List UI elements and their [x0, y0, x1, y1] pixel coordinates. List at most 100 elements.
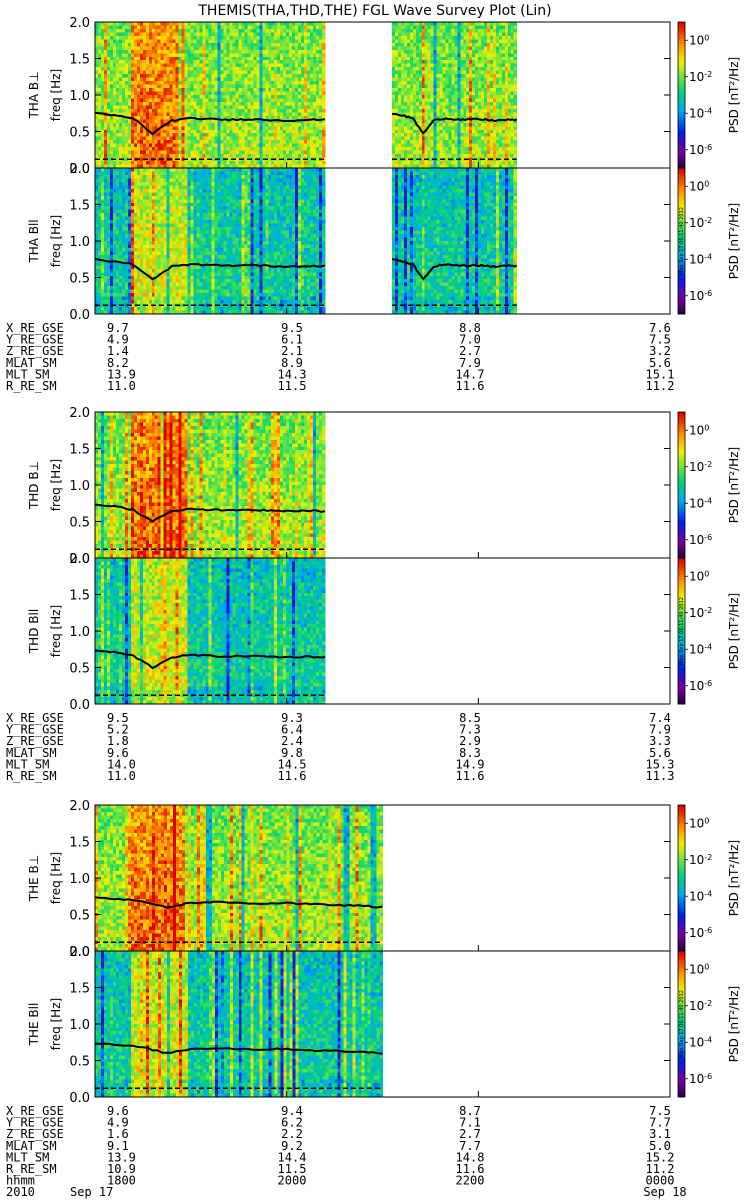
spectrogram-cell: [124, 154, 129, 158]
spectrogram-cell: [469, 129, 473, 134]
spectrogram-cell: [395, 88, 399, 92]
spectrogram-cell: [271, 91, 275, 96]
spectrogram-cell: [507, 74, 512, 79]
spectrogram-cell: [313, 32, 317, 37]
spectrogram-cell: [310, 63, 314, 68]
spectrogram-cell: [256, 63, 260, 68]
spectrogram-cell: [418, 32, 423, 37]
spectrogram-cell: [475, 35, 479, 40]
spectrogram-cell: [106, 84, 111, 89]
spectrogram-cell: [118, 39, 123, 44]
spectrogram-cell: [235, 164, 239, 169]
spectrogram-cell: [451, 42, 455, 47]
spectrogram-cell: [274, 126, 278, 131]
spectrogram-cell: [501, 98, 506, 103]
spectrogram-cell: [427, 140, 432, 145]
spectrogram-cell: [415, 136, 420, 141]
spectrogram-cell: [220, 46, 224, 51]
spectrogram-cell: [445, 112, 449, 117]
spectrogram-cell: [106, 28, 111, 33]
spectrogram-cell: [205, 147, 209, 152]
spectrogram-cell: [265, 119, 269, 124]
spectrogram-cell: [115, 95, 120, 99]
spectrogram-cell: [124, 25, 129, 30]
spectrogram-cell: [253, 56, 257, 61]
spectrogram-cell: [229, 147, 233, 152]
spectrogram-cell: [127, 46, 132, 51]
spectrogram-cell: [217, 84, 221, 89]
spectrogram-cell: [151, 126, 156, 131]
spectrogram-cell: [133, 53, 138, 58]
spectrogram-cell: [232, 84, 236, 89]
spectrogram-cell: [268, 133, 272, 138]
spectrogram-cell: [124, 112, 129, 117]
spectrogram-cell: [160, 28, 165, 33]
spectrogram-cell: [298, 147, 302, 152]
spectrogram-cell: [268, 147, 272, 152]
spectrogram-cell: [280, 136, 284, 141]
spectrogram-cell: [445, 67, 449, 72]
spectrogram-cell: [199, 126, 203, 131]
spectrogram-cell: [214, 108, 218, 113]
spectrogram-cell: [103, 28, 108, 33]
spectrogram-cell: [395, 147, 399, 152]
spectrogram-cell: [475, 67, 479, 72]
spectrogram-cell: [436, 108, 440, 113]
spectrogram-cell: [454, 119, 458, 124]
spectrogram-cell: [226, 22, 230, 26]
spectrogram-cell: [115, 147, 120, 152]
spectrogram-cell: [130, 39, 135, 44]
spectrogram-cell: [139, 28, 144, 33]
spectrogram-cell: [487, 147, 491, 152]
spectrogram-cell: [406, 129, 411, 134]
spectrogram-cell: [424, 164, 429, 169]
spectrogram-cell: [217, 91, 221, 96]
spectrogram-cell: [130, 46, 135, 51]
spectrogram-cell: [265, 70, 269, 75]
spectrogram-cell: [304, 112, 308, 117]
spectrogram-cell: [481, 154, 485, 158]
spectrogram-cell: [418, 49, 423, 54]
spectrogram-cell: [130, 101, 135, 106]
spectrogram-cell: [244, 25, 248, 30]
spectrogram-cell: [214, 74, 218, 79]
spectrogram-cell: [95, 122, 99, 127]
spectrogram-cell: [442, 122, 446, 127]
spectrogram-cell: [466, 46, 470, 51]
spectrogram-cell: [190, 133, 194, 138]
spectrogram-cell: [498, 91, 503, 96]
spectrogram-cell: [421, 74, 426, 79]
spectrogram-cell: [487, 46, 491, 51]
spectrogram-cell: [445, 77, 449, 82]
spectrogram-cell: [286, 112, 290, 117]
spectrogram-cell: [415, 150, 420, 155]
spectrogram-cell: [392, 98, 396, 103]
spectrogram-cell: [241, 147, 245, 152]
spectrogram-cell: [262, 126, 266, 131]
spectrogram-cell: [301, 39, 305, 44]
spectrogram-cell: [469, 122, 473, 127]
spectrogram-cell: [217, 28, 221, 33]
spectrogram-cell: [472, 81, 476, 85]
spectrogram-cell: [501, 108, 506, 113]
spectrogram-cell: [166, 60, 171, 65]
spectrogram-cell: [223, 39, 227, 44]
spectrogram-cell: [187, 63, 191, 68]
spectrogram-cell: [513, 115, 518, 120]
spectrogram-cell: [457, 39, 461, 44]
spectrogram-cell: [223, 22, 227, 26]
spectrogram-cell: [109, 56, 114, 61]
spectrogram-cell: [187, 67, 191, 72]
spectrogram-cell: [484, 88, 488, 92]
spectrogram-cell: [175, 56, 180, 61]
spectrogram-cell: [298, 53, 302, 58]
spectrogram-cell: [139, 77, 144, 82]
spectrogram-cell: [205, 108, 209, 113]
spectrogram-cell: [166, 32, 171, 37]
spectrogram-cell: [433, 143, 437, 148]
spectrogram-cell: [415, 108, 420, 113]
spectrogram-cell: [235, 147, 239, 152]
spectrogram-cell: [501, 147, 506, 152]
spectrogram-cell: [310, 143, 314, 148]
spectrogram-cell: [271, 95, 275, 99]
